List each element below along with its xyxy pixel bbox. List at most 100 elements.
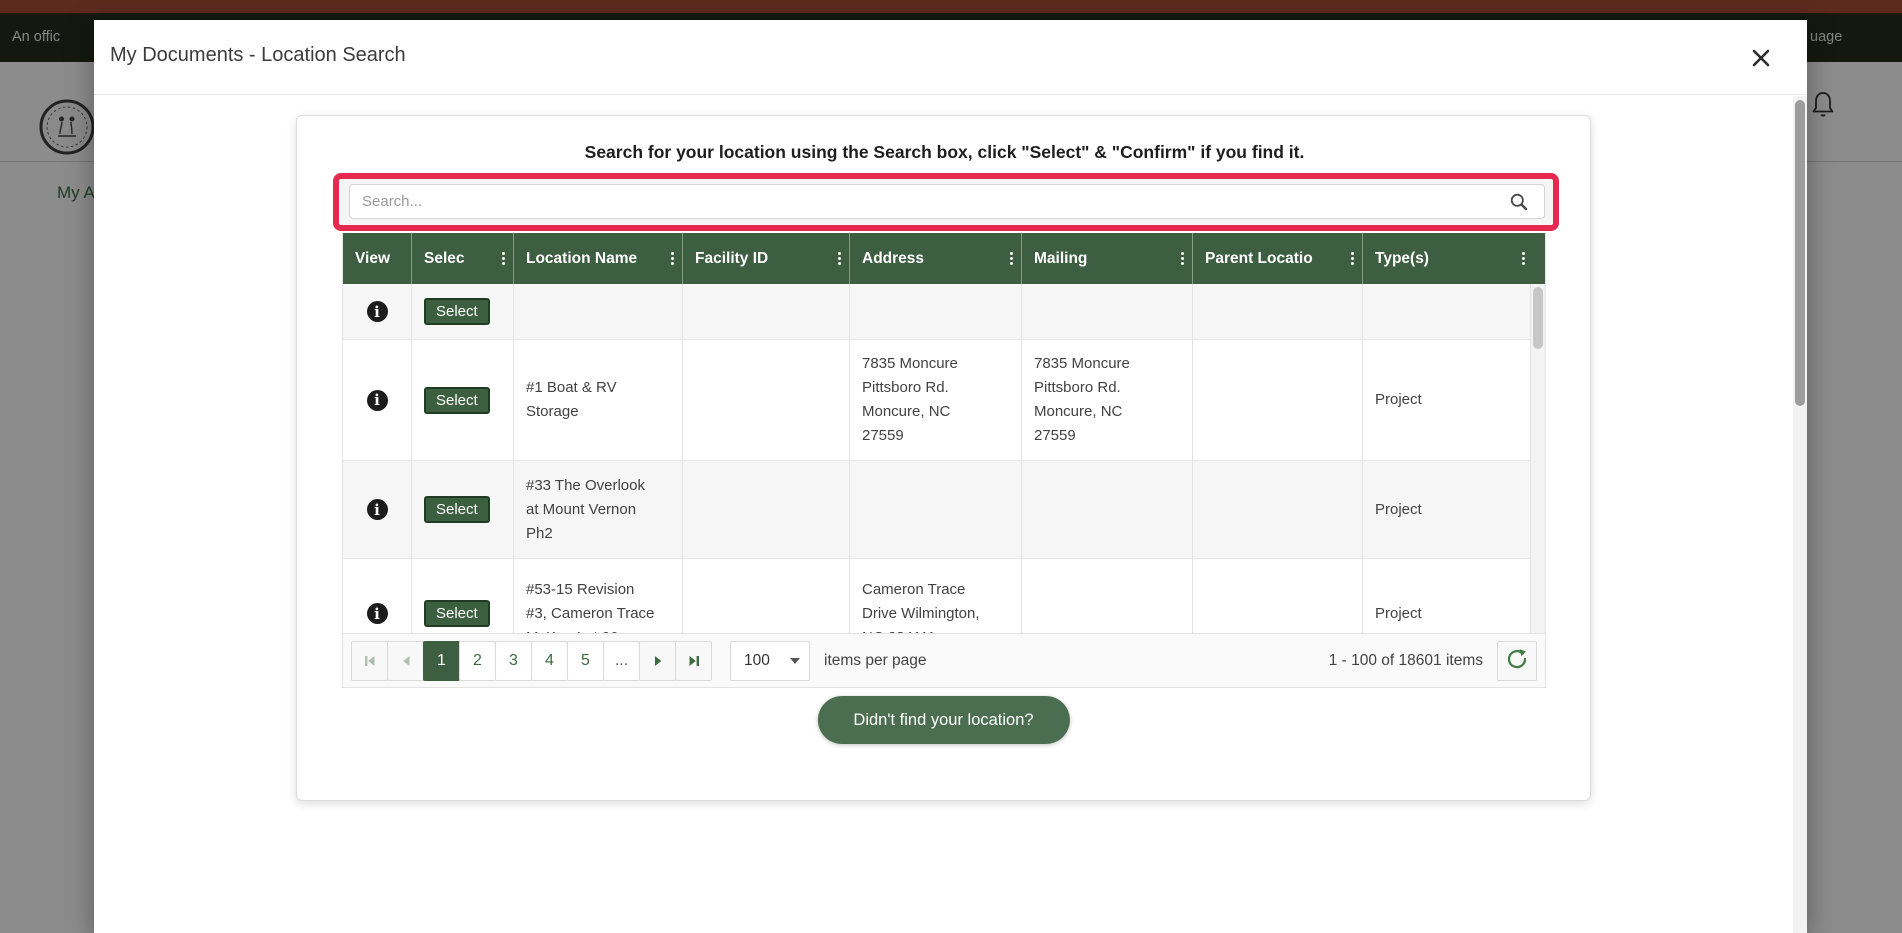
refresh-icon: [1506, 648, 1528, 673]
items-count-label: 1 - 100 of 18601 items: [1328, 651, 1483, 669]
column-menu-icon[interactable]: [1522, 252, 1525, 255]
column-menu-icon[interactable]: [1181, 252, 1184, 255]
column-menu-icon[interactable]: [1351, 252, 1354, 255]
cell-types: Project: [1363, 461, 1531, 558]
last-page-button[interactable]: [675, 640, 712, 681]
table-row: i Select #1 Boat & RV Storage 7835 Moncu…: [343, 340, 1531, 461]
scrollbar-thumb[interactable]: [1795, 100, 1805, 406]
select-button[interactable]: Select: [424, 496, 490, 523]
column-header-view[interactable]: View: [343, 233, 412, 284]
next-page-button[interactable]: [639, 640, 676, 681]
column-header-facility-id[interactable]: Facility ID: [683, 233, 850, 284]
first-page-button[interactable]: [351, 640, 388, 681]
pager-bar: 1 2 3 4 5 ... 100 items per page 1 -: [343, 633, 1545, 687]
cell-mailing: [1022, 559, 1193, 633]
cell-address: Cameron Trace Drive Wilmington, NC 28411…: [850, 559, 1022, 633]
cell-location-name: #1 Boat & RV Storage: [514, 340, 683, 460]
page-button-2[interactable]: 2: [459, 640, 496, 681]
didnt-find-location-button[interactable]: Didn't find your location?: [817, 696, 1070, 744]
cell-mailing: [1022, 461, 1193, 558]
search-instruction-text: Search for your location using the Searc…: [584, 142, 1305, 162]
table-row: i Select: [343, 284, 1531, 340]
cell-facility-id: [683, 461, 850, 558]
column-header-address[interactable]: Address: [850, 233, 1022, 284]
page-size-dropdown[interactable]: 100: [730, 640, 810, 681]
info-icon[interactable]: i: [366, 301, 388, 322]
select-button[interactable]: Select: [424, 600, 490, 627]
nav-my-account-text: My A: [57, 183, 95, 202]
language-link-text: uage: [1810, 29, 1843, 45]
cell-parent-location: [1193, 461, 1363, 558]
grid-header-row: View Selec Location Name Facility ID Add…: [343, 233, 1545, 284]
page-button-5[interactable]: 5: [567, 640, 604, 681]
cell-view: i: [343, 461, 412, 558]
prev-page-button[interactable]: [387, 640, 424, 681]
cell-parent-location: [1193, 284, 1363, 339]
modal-header: My Documents - Location Search: [94, 20, 1807, 95]
modal-title: My Documents - Location Search: [110, 44, 406, 66]
location-search-card: Search for your location using the Searc…: [296, 115, 1591, 801]
column-header-parent-location[interactable]: Parent Locatio: [1193, 233, 1363, 284]
cell-view: i: [343, 559, 412, 633]
table-scrollbar[interactable]: [1531, 284, 1545, 633]
cell-location-name: [514, 284, 683, 339]
table-row: i Select #53-15 Revision #3, Cameron Tra…: [343, 559, 1531, 633]
cell-types: Project: [1363, 559, 1531, 633]
column-menu-icon[interactable]: [671, 252, 674, 255]
cell-location-name: #33 The Overlook at Mount Vernon Ph2: [514, 461, 683, 558]
info-icon[interactable]: i: [366, 499, 388, 520]
select-button[interactable]: Select: [424, 386, 490, 414]
cell-view: i: [343, 340, 412, 460]
search-icon: [1509, 192, 1529, 217]
page-button-3[interactable]: 3: [495, 640, 532, 681]
table-row: i Select #33 The Overlook at Mount Verno…: [343, 461, 1531, 559]
chevron-down-icon: [790, 657, 800, 664]
cell-address: [850, 284, 1022, 339]
grid-body: i Select i Select #1 Boat & RV Storage 7…: [343, 284, 1545, 633]
cell-mailing: [1022, 284, 1193, 339]
refresh-button[interactable]: [1497, 640, 1537, 681]
info-icon[interactable]: i: [366, 603, 388, 624]
column-menu-icon[interactable]: [1010, 252, 1013, 255]
more-pages-button[interactable]: ...: [603, 640, 640, 681]
official-banner-text: An offic: [12, 29, 61, 45]
cell-view: i: [343, 284, 412, 339]
close-button[interactable]: [1744, 42, 1778, 76]
search-input[interactable]: [349, 184, 1545, 219]
column-header-mailing[interactable]: Mailing: [1022, 233, 1193, 284]
close-icon: [1750, 47, 1772, 72]
column-header-select[interactable]: Selec: [412, 233, 514, 284]
cell-select: Select: [412, 461, 514, 558]
cell-parent-location: [1193, 559, 1363, 633]
cell-parent-location: [1193, 340, 1363, 460]
cell-address: [850, 461, 1022, 558]
page-button-1[interactable]: 1: [423, 640, 460, 681]
cell-select: Select: [412, 559, 514, 633]
scrollbar-thumb[interactable]: [1533, 287, 1543, 349]
column-header-types[interactable]: Type(s): [1363, 233, 1545, 284]
top-banner-red: [0, 0, 1902, 13]
cell-facility-id: [683, 340, 850, 460]
cell-types: [1363, 284, 1531, 339]
search-highlight-box: [333, 173, 1559, 231]
page-size-value: 100: [744, 651, 770, 669]
state-seal-logo: [38, 98, 96, 161]
column-menu-icon[interactable]: [502, 252, 505, 255]
cell-select: Select: [412, 340, 514, 460]
notifications-bell-icon: [1808, 89, 1838, 126]
select-button[interactable]: Select: [424, 298, 490, 325]
cell-select: Select: [412, 284, 514, 339]
column-header-location-name[interactable]: Location Name: [514, 233, 683, 284]
cell-facility-id: [683, 559, 850, 633]
cell-types: Project: [1363, 340, 1531, 460]
cell-facility-id: [683, 284, 850, 339]
column-menu-icon[interactable]: [838, 252, 841, 255]
modal-scrollbar[interactable]: [1793, 96, 1807, 933]
items-per-page-label: items per page: [824, 651, 927, 669]
cell-mailing: 7835 Moncure Pittsboro Rd. Moncure, NC 2…: [1022, 340, 1193, 460]
page-button-4[interactable]: 4: [531, 640, 568, 681]
location-search-modal: My Documents - Location Search Search fo…: [94, 20, 1807, 933]
info-icon[interactable]: i: [366, 389, 388, 411]
cell-address: 7835 Moncure Pittsboro Rd. Moncure, NC 2…: [850, 340, 1022, 460]
locations-grid: View Selec Location Name Facility ID Add…: [342, 233, 1546, 688]
